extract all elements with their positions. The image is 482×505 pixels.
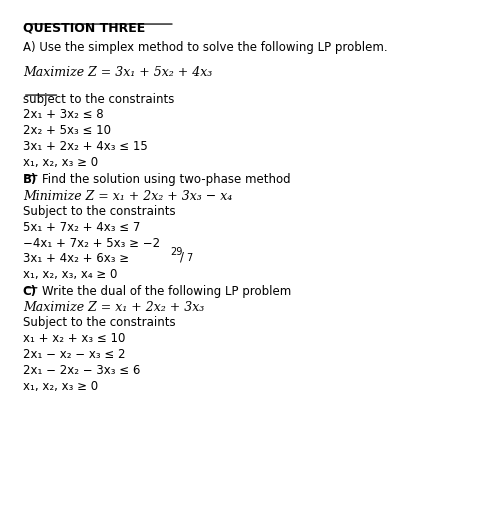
Text: A) Use the simplex method to solve the following LP problem.: A) Use the simplex method to solve the f… — [23, 41, 388, 55]
Text: QUESTION THREE: QUESTION THREE — [23, 22, 145, 34]
Text: Find the solution using two-phase method: Find the solution using two-phase method — [41, 173, 290, 186]
Text: Subject to the constraints: Subject to the constraints — [23, 205, 175, 218]
Text: 5x₁ + 7x₂ + 4x₃ ≤ 7: 5x₁ + 7x₂ + 4x₃ ≤ 7 — [23, 221, 140, 234]
Text: x₁, x₂, x₃ ≥ 0: x₁, x₂, x₃ ≥ 0 — [23, 380, 98, 393]
Text: 2x₂ + 5x₃ ≤ 10: 2x₂ + 5x₃ ≤ 10 — [23, 124, 111, 137]
Text: B): B) — [23, 173, 37, 186]
Text: x₁ + x₂ + x₃ ≤ 10: x₁ + x₂ + x₃ ≤ 10 — [23, 332, 125, 345]
Text: −4x₁ + 7x₂ + 5x₃ ≥ −2: −4x₁ + 7x₂ + 5x₃ ≥ −2 — [23, 237, 160, 249]
Text: Maximize Z = 3x₁ + 5x₂ + 4x₃: Maximize Z = 3x₁ + 5x₂ + 4x₃ — [23, 66, 212, 79]
Text: subject to the constraints: subject to the constraints — [23, 92, 174, 106]
Text: 2x₁ − x₂ − x₃ ≤ 2: 2x₁ − x₂ − x₃ ≤ 2 — [23, 348, 125, 361]
Text: C): C) — [23, 285, 37, 298]
Text: /: / — [180, 250, 185, 263]
Text: x₁, x₂, x₃, x₄ ≥ 0: x₁, x₂, x₃, x₄ ≥ 0 — [23, 268, 117, 281]
Text: 3x₁ + 2x₂ + 4x₃ ≤ 15: 3x₁ + 2x₂ + 4x₃ ≤ 15 — [23, 140, 147, 153]
Text: Subject to the constraints: Subject to the constraints — [23, 316, 175, 329]
Text: 2x₁ + 3x₂ ≤ 8: 2x₁ + 3x₂ ≤ 8 — [23, 109, 104, 122]
Text: 3x₁ + 4x₂ + 6x₃ ≥: 3x₁ + 4x₂ + 6x₃ ≥ — [23, 252, 133, 266]
Text: x₁, x₂, x₃ ≥ 0: x₁, x₂, x₃ ≥ 0 — [23, 156, 98, 169]
Text: Maximize Z = x₁ + 2x₂ + 3x₃: Maximize Z = x₁ + 2x₂ + 3x₃ — [23, 301, 204, 314]
Text: 7: 7 — [186, 254, 192, 264]
Text: Write the dual of the following LP problem: Write the dual of the following LP probl… — [41, 285, 291, 298]
Text: 29: 29 — [170, 246, 183, 257]
Text: Minimize Z = x₁ + 2x₂ + 3x₃ − x₄: Minimize Z = x₁ + 2x₂ + 3x₃ − x₄ — [23, 190, 232, 203]
Text: 2x₁ − 2x₂ − 3x₃ ≤ 6: 2x₁ − 2x₂ − 3x₃ ≤ 6 — [23, 364, 140, 377]
